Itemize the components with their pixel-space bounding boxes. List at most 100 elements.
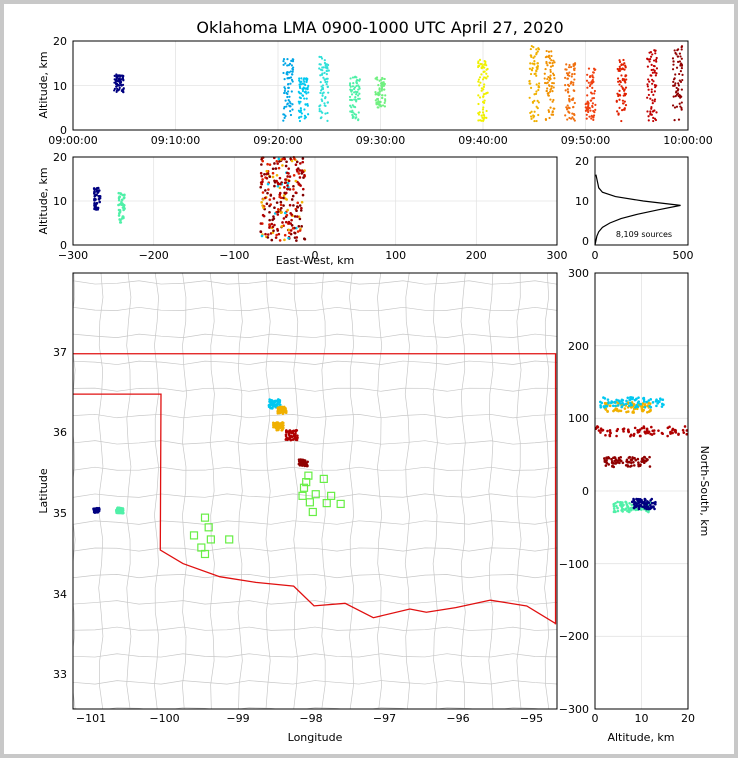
source-point <box>677 84 680 87</box>
source-point <box>116 84 120 87</box>
source-point <box>680 64 684 67</box>
source-point <box>381 104 385 107</box>
source-point <box>375 76 379 79</box>
source-point <box>279 211 283 214</box>
lma-station-marker <box>311 490 320 499</box>
source-point <box>592 67 596 70</box>
source-point <box>357 111 360 114</box>
source-point <box>621 461 625 465</box>
source-point <box>646 500 649 503</box>
source-point <box>294 433 297 437</box>
source-point <box>632 403 636 406</box>
source-point <box>648 60 651 63</box>
source-point <box>649 57 652 61</box>
source-point <box>283 186 286 189</box>
source-point <box>545 89 548 93</box>
source-point <box>121 83 125 86</box>
source-point <box>678 72 681 76</box>
source-point <box>122 79 125 82</box>
source-point <box>93 202 96 205</box>
source-point <box>285 105 288 108</box>
source-point <box>326 80 329 83</box>
source-point <box>536 62 539 65</box>
source-point <box>94 206 98 209</box>
source-point <box>651 429 655 433</box>
source-point <box>533 62 536 65</box>
source-point <box>355 100 358 103</box>
source-point <box>279 203 283 207</box>
y-tick-label: 37 <box>53 346 67 359</box>
source-point <box>672 95 675 98</box>
source-point <box>273 206 276 209</box>
source-point <box>320 85 323 88</box>
source-point <box>295 226 298 230</box>
source-point <box>289 113 293 117</box>
source-point <box>483 70 486 73</box>
source-point <box>374 90 377 94</box>
source-point <box>636 499 640 502</box>
source-point <box>537 86 540 89</box>
lma-station-marker <box>200 513 210 522</box>
source-point <box>482 85 486 88</box>
source-point <box>537 101 540 104</box>
x-tick-label: −200 <box>139 249 169 262</box>
source-point <box>326 101 330 104</box>
source-point <box>283 78 286 81</box>
lma-station-marker <box>302 478 311 487</box>
source-point <box>286 208 289 212</box>
source-point <box>289 82 292 85</box>
county-line <box>544 273 550 709</box>
source-point <box>327 69 330 72</box>
source-point <box>528 67 532 70</box>
source-point <box>626 396 630 400</box>
source-point <box>654 49 657 52</box>
time-axis-ticks: 09:00:00 09:10:00 09:20:00 09:30:00 09:4… <box>48 134 712 147</box>
source-point <box>612 461 615 465</box>
source-point <box>483 93 486 96</box>
source-point <box>628 455 632 459</box>
source-point <box>277 427 280 431</box>
source-point <box>266 182 270 186</box>
source-point <box>281 221 284 224</box>
county-line <box>73 333 557 338</box>
source-point <box>326 111 329 115</box>
source-point <box>485 77 488 80</box>
source-point <box>275 424 279 428</box>
source-point <box>660 405 664 408</box>
source-point <box>122 203 126 207</box>
source-point <box>648 80 651 83</box>
source-point <box>283 91 286 95</box>
source-point <box>303 462 307 466</box>
source-point <box>351 85 355 88</box>
source-point <box>326 85 329 89</box>
source-point <box>95 201 99 205</box>
source-point <box>637 400 641 403</box>
source-point <box>606 410 609 413</box>
source-point <box>268 400 271 403</box>
county-line <box>404 273 410 709</box>
y-tick-label: 0 <box>60 239 67 252</box>
source-point <box>626 461 629 464</box>
source-point <box>624 86 628 89</box>
y-tick-label: 0 <box>582 485 589 498</box>
source-point <box>649 110 652 113</box>
source-point <box>637 505 640 509</box>
source-point <box>306 104 309 107</box>
source-point <box>276 162 279 165</box>
source-point <box>348 83 352 87</box>
source-point <box>282 194 286 197</box>
source-point <box>646 458 649 461</box>
source-point <box>620 68 623 71</box>
source-point <box>98 507 101 511</box>
source-point <box>605 461 609 465</box>
x-tick-label: −100 <box>149 712 179 725</box>
y-tick-label: 10 <box>575 195 589 208</box>
source-point <box>673 118 676 122</box>
source-point <box>295 209 298 213</box>
source-point <box>652 64 655 68</box>
source-point <box>653 100 656 103</box>
source-point <box>655 72 658 75</box>
source-point <box>96 191 99 194</box>
source-point <box>296 434 299 437</box>
source-point <box>672 63 675 66</box>
